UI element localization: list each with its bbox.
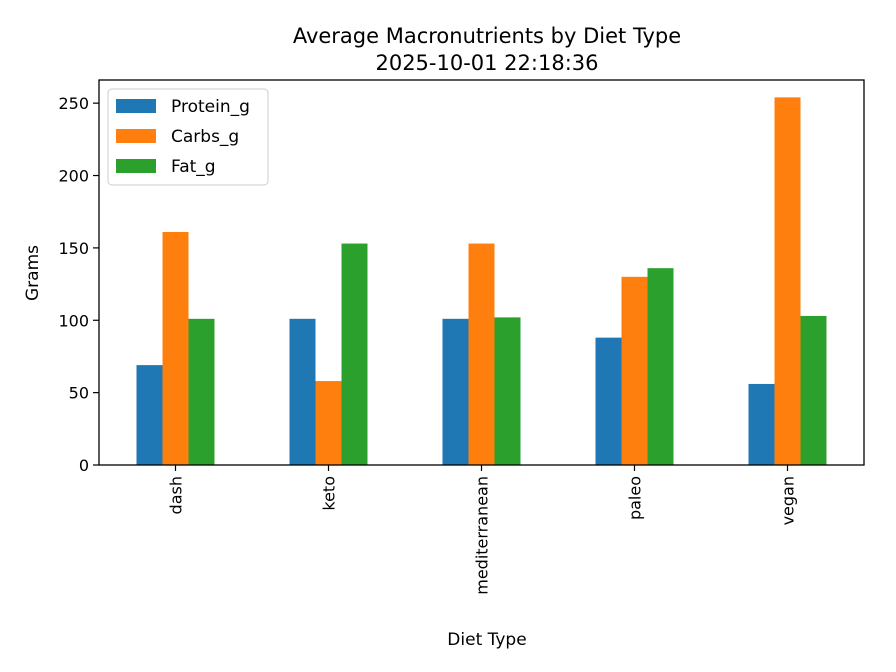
bar-carbs-g-vegan: [774, 97, 801, 466]
legend-label-fat-g: Fat_g: [171, 157, 216, 177]
plot-frame: [98, 79, 865, 466]
bar-fat-g-paleo: [647, 268, 674, 465]
chart-title: Average Macronutrients by Diet Type: [293, 24, 681, 48]
legend-label-carbs-g: Carbs_g: [171, 127, 239, 147]
bar-carbs-g-keto: [315, 381, 342, 465]
y-tick-label: 250: [58, 94, 89, 113]
legend-swatch-protein-g: [116, 99, 156, 113]
bar-protein-g-dash: [136, 365, 163, 465]
legend: Protein_g Carbs_g Fat_g: [107, 88, 269, 186]
bar-protein-g-paleo: [595, 337, 622, 465]
x-tick-label-mediterranean: mediterranean: [473, 476, 492, 595]
bar-protein-g-keto: [289, 318, 316, 465]
bar-fat-g-vegan: [800, 315, 827, 465]
chart-subtitle: 2025-10-01 22:18:36: [375, 51, 598, 75]
y-tick-label: 150: [58, 239, 89, 258]
bar-protein-g-vegan: [748, 383, 775, 465]
legend-swatch-carbs-g: [116, 129, 156, 143]
bars-layer: [136, 97, 827, 466]
bar-carbs-g-paleo: [621, 276, 648, 465]
y-tick-label: 50: [69, 384, 89, 403]
y-tick-label: 100: [58, 311, 89, 330]
y-axis-label: Grams: [23, 245, 43, 301]
bar-carbs-g-mediterranean: [468, 243, 495, 465]
bar-carbs-g-dash: [162, 231, 189, 465]
x-axis: dash keto mediterranean paleo vegan: [167, 465, 798, 595]
y-axis: 0 50 100 150 200 250: [58, 94, 99, 475]
legend-label-protein-g: Protein_g: [171, 97, 250, 117]
x-tick-label-dash: dash: [167, 476, 186, 514]
bar-fat-g-keto: [341, 243, 368, 465]
y-tick-label: 200: [58, 167, 89, 186]
x-tick-label-vegan: vegan: [779, 476, 798, 525]
bar-protein-g-mediterranean: [442, 318, 469, 465]
x-tick-label-paleo: paleo: [626, 476, 645, 520]
x-axis-label: Diet Type: [447, 630, 526, 650]
bar-fat-g-mediterranean: [494, 317, 521, 465]
legend-swatch-fat-g: [116, 159, 156, 173]
bar-fat-g-dash: [188, 318, 215, 465]
y-tick-label: 0: [79, 456, 89, 475]
x-tick-label-keto: keto: [320, 476, 339, 511]
